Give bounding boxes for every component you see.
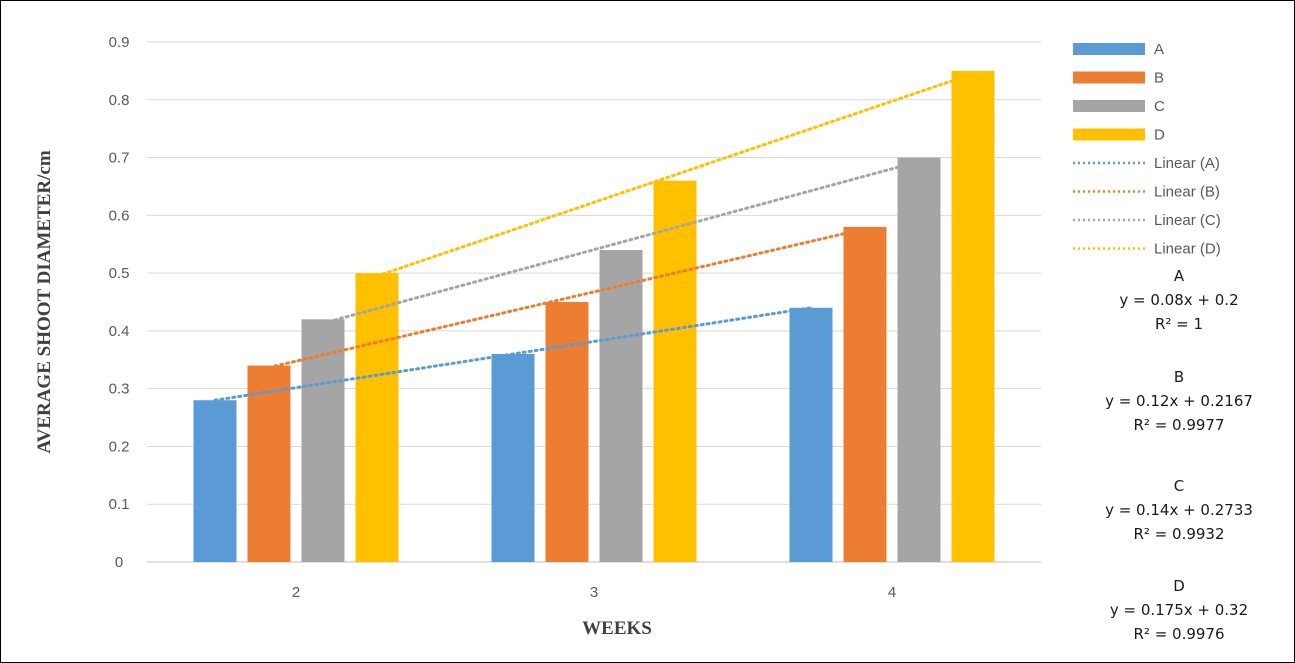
equation-series-label: B bbox=[1174, 368, 1184, 386]
bar-c bbox=[301, 319, 345, 562]
r-squared-text: R² = 1 bbox=[1155, 315, 1203, 333]
legend-swatch-c bbox=[1073, 100, 1145, 112]
bar-c bbox=[897, 157, 941, 563]
r-squared-text: R² = 0.9977 bbox=[1133, 416, 1224, 434]
legend-swatch-a bbox=[1073, 43, 1145, 55]
y-tick-label: 0 bbox=[115, 554, 123, 571]
trendlines bbox=[213, 72, 975, 402]
y-tick-label: 0.8 bbox=[109, 92, 130, 109]
y-tick-label: 0.7 bbox=[109, 150, 130, 167]
equation-text: y = 0.12x + 0.2167 bbox=[1105, 392, 1253, 410]
bar-d bbox=[951, 70, 995, 562]
bars bbox=[193, 70, 995, 563]
r-squared-text: R² = 0.9932 bbox=[1133, 525, 1224, 543]
x-axis-title: WEEKS bbox=[582, 618, 652, 639]
equation-text: y = 0.175x + 0.32 bbox=[1110, 601, 1248, 619]
x-tick-label: 4 bbox=[888, 584, 896, 601]
bar-b bbox=[843, 226, 887, 562]
bar-d bbox=[653, 180, 697, 562]
legend-label: B bbox=[1154, 70, 1164, 87]
gridlines bbox=[147, 41, 1041, 563]
legend-label: Linear (C) bbox=[1154, 212, 1221, 229]
equation-series-label: D bbox=[1173, 577, 1185, 595]
x-tick-label: 2 bbox=[292, 584, 300, 601]
y-tick-label: 0.2 bbox=[109, 438, 130, 455]
y-tick-label: 0.5 bbox=[109, 265, 130, 282]
y-tick-label: 0.1 bbox=[109, 496, 130, 513]
r-squared-text: R² = 0.9976 bbox=[1133, 625, 1224, 643]
equation-series-label: C bbox=[1174, 477, 1184, 495]
bar-c bbox=[599, 250, 643, 562]
legend-label: A bbox=[1154, 41, 1164, 58]
y-tick-label: 0.6 bbox=[109, 207, 130, 224]
bar-b bbox=[247, 365, 291, 562]
trendline-a bbox=[213, 306, 813, 402]
bar-a bbox=[193, 400, 237, 562]
trendline-b bbox=[267, 227, 867, 369]
legend-label: Linear (D) bbox=[1154, 241, 1221, 258]
bar-b bbox=[545, 302, 589, 562]
legend-label: D bbox=[1154, 127, 1165, 144]
y-axis-title: AVERAGE SHOOT DIAMETER/cm bbox=[34, 150, 55, 454]
bar-a bbox=[789, 307, 833, 562]
x-axis-ticks: 2 3 4 bbox=[292, 584, 896, 601]
y-tick-label: 0.3 bbox=[109, 381, 130, 398]
bar-a bbox=[491, 354, 535, 562]
legend-swatch-b bbox=[1073, 71, 1145, 84]
bar-d bbox=[355, 273, 399, 562]
equation-text: y = 0.14x + 0.2733 bbox=[1105, 501, 1253, 519]
legend-label: Linear (B) bbox=[1154, 184, 1220, 201]
legend-label: C bbox=[1154, 98, 1165, 115]
legend-label: Linear (A) bbox=[1154, 155, 1220, 172]
legend-swatch-d bbox=[1073, 128, 1145, 141]
equation-series-label: A bbox=[1174, 267, 1185, 285]
equation-text: y = 0.08x + 0.2 bbox=[1119, 291, 1238, 309]
x-tick-label: 3 bbox=[590, 584, 598, 601]
y-tick-label: 0.9 bbox=[109, 34, 130, 51]
trendline-c bbox=[321, 159, 921, 325]
y-axis-ticks: 0 0.1 0.2 0.3 0.4 0.5 0.6 0.7 0.8 0.9 bbox=[109, 34, 130, 571]
y-tick-label: 0.4 bbox=[109, 323, 130, 340]
trendline-d bbox=[375, 72, 975, 278]
trendline-equations: Ay = 0.08x + 0.2 R² = 1 By = 0.12x + 0.216… bbox=[1105, 267, 1253, 643]
